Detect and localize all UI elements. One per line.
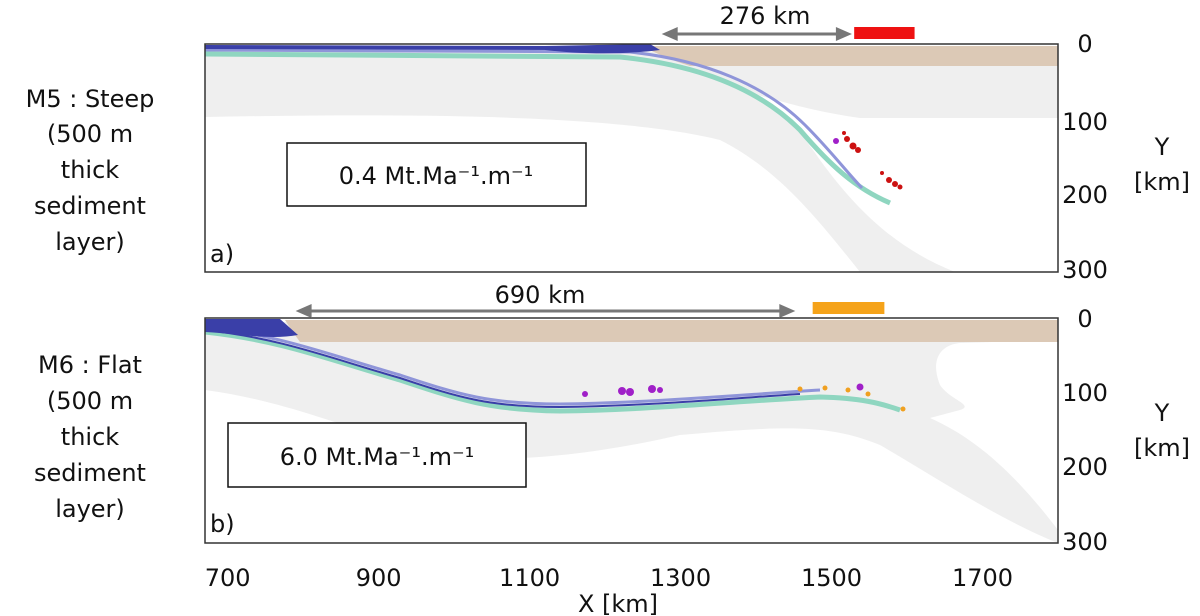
panel-a-sediment-wedge: [545, 44, 660, 54]
x-tick-900: 900: [356, 564, 402, 592]
panel-b-overriding-crust: [285, 320, 1058, 342]
panel-b-title-line-1: M6 : Flat: [38, 351, 142, 379]
panel-b-y-tick-100: 100: [1062, 379, 1108, 407]
panel-b-sediment: [204, 329, 801, 409]
melt-point: [900, 406, 906, 412]
panel-a-plot-frame: [204, 43, 1059, 273]
panel-b-sediment-wedge: [205, 319, 298, 337]
panel-a-oceanic-crust: [204, 51, 891, 206]
panel-b-y-axis: 0 100 200 300 Y [km]: [1062, 305, 1190, 556]
melt-point: [648, 385, 656, 393]
panel-a-overriding-crust: [640, 46, 1058, 66]
panel-a-distance-arrowhead-left: [661, 27, 678, 41]
panel-a: M5 : Steep (500 m thick sediment layer): [26, 2, 1190, 284]
melt-point: [849, 142, 857, 150]
panel-a-y-axis: 0 100 200 300 Y [km]: [1062, 30, 1190, 284]
panel-b-distance-arrowhead-left: [295, 304, 312, 318]
panel-b-title-line-2: (500 m: [47, 387, 133, 415]
panel-b-y-tick-200: 200: [1062, 453, 1108, 481]
melt-point: [833, 138, 839, 144]
panel-b-label: b): [210, 510, 235, 538]
panel-a-title-line-1: M5 : Steep: [26, 85, 155, 113]
panel-a-title-line-4: sediment: [34, 192, 146, 220]
melt-point: [865, 391, 871, 397]
panel-a-sediment-light: [204, 48, 864, 190]
melt-point: [822, 385, 828, 391]
melt-point: [845, 387, 851, 393]
panel-b-distance-label: 690 km: [495, 281, 586, 309]
x-tick-700: 700: [205, 564, 251, 592]
panel-b-y-tick-300: 300: [1062, 528, 1108, 556]
panel-b-y-label-line-2: [km]: [1134, 434, 1190, 462]
melt-point: [892, 181, 898, 187]
panel-a-distance-label: 276 km: [720, 2, 811, 30]
melt-point: [842, 131, 846, 135]
panel-a-y-label-line-1: Y: [1154, 133, 1170, 161]
melt-point: [856, 383, 864, 391]
panel-a-y-tick-200: 200: [1062, 181, 1108, 209]
panel-b-title-line-3: thick: [61, 423, 119, 451]
panel-b-melts: [582, 383, 906, 412]
panel-b: M6 : Flat (500 m thick sediment layer): [34, 281, 1190, 556]
panel-a-y-label-line-2: [km]: [1134, 168, 1190, 196]
panel-b-rate-text: 6.0 Mt.Ma⁻¹.m⁻¹: [280, 443, 475, 471]
panel-b-distance-arrowhead-right: [779, 304, 796, 318]
x-tick-1100: 1100: [499, 564, 560, 592]
panel-a-title-line-5: layer): [55, 228, 125, 256]
x-tick-1300: 1300: [650, 564, 711, 592]
panel-a-y-tick-100: 100: [1062, 108, 1108, 136]
melt-point: [844, 136, 850, 142]
panel-b-mantle: [205, 322, 1058, 543]
panel-b-oceanic-crust: [204, 329, 901, 414]
panel-a-y-tick-300: 300: [1062, 256, 1108, 284]
panel-a-y-tick-0: 0: [1077, 30, 1092, 58]
melt-point: [626, 388, 634, 396]
melt-point: [618, 387, 626, 395]
x-axis-label: X [km]: [578, 590, 658, 616]
melt-point: [657, 387, 663, 393]
panel-a-rate-text: 0.4 Mt.Ma⁻¹.m⁻¹: [339, 162, 534, 190]
melt-point: [886, 177, 892, 183]
panel-b-plot-frame: [204, 317, 1059, 544]
panel-a-rate-box: [286, 142, 587, 207]
x-tick-1500: 1500: [801, 564, 862, 592]
x-tick-1700: 1700: [952, 564, 1013, 592]
melt-point: [897, 184, 903, 190]
panel-a-title-line-2: (500 m: [47, 120, 133, 148]
panel-a-title-line-3: thick: [61, 156, 119, 184]
melt-point: [855, 147, 861, 153]
panel-a-melts: [833, 131, 903, 190]
melt-point: [880, 171, 884, 175]
melt-point: [582, 391, 588, 397]
panel-b-y-label-line-1: Y: [1154, 399, 1170, 427]
panel-b-y-tick-0: 0: [1077, 305, 1092, 333]
x-axis: X [km] 700 900 1100 1300 1500 1700: [205, 564, 1013, 616]
panel-b-title-line-5: layer): [55, 495, 125, 523]
panel-b-title-line-4: sediment: [34, 459, 146, 487]
melt-point: [797, 386, 803, 392]
panel-b-bar: [812, 302, 885, 314]
panel-a-label: a): [210, 240, 234, 268]
panel-a-bar: [854, 27, 915, 39]
panel-a-overriding-mantle: [660, 64, 1058, 118]
panel-b-sediment-light: [204, 325, 821, 406]
panel-b-rate-box: [227, 422, 527, 488]
panel-a-distance-arrowhead-right: [835, 27, 852, 41]
